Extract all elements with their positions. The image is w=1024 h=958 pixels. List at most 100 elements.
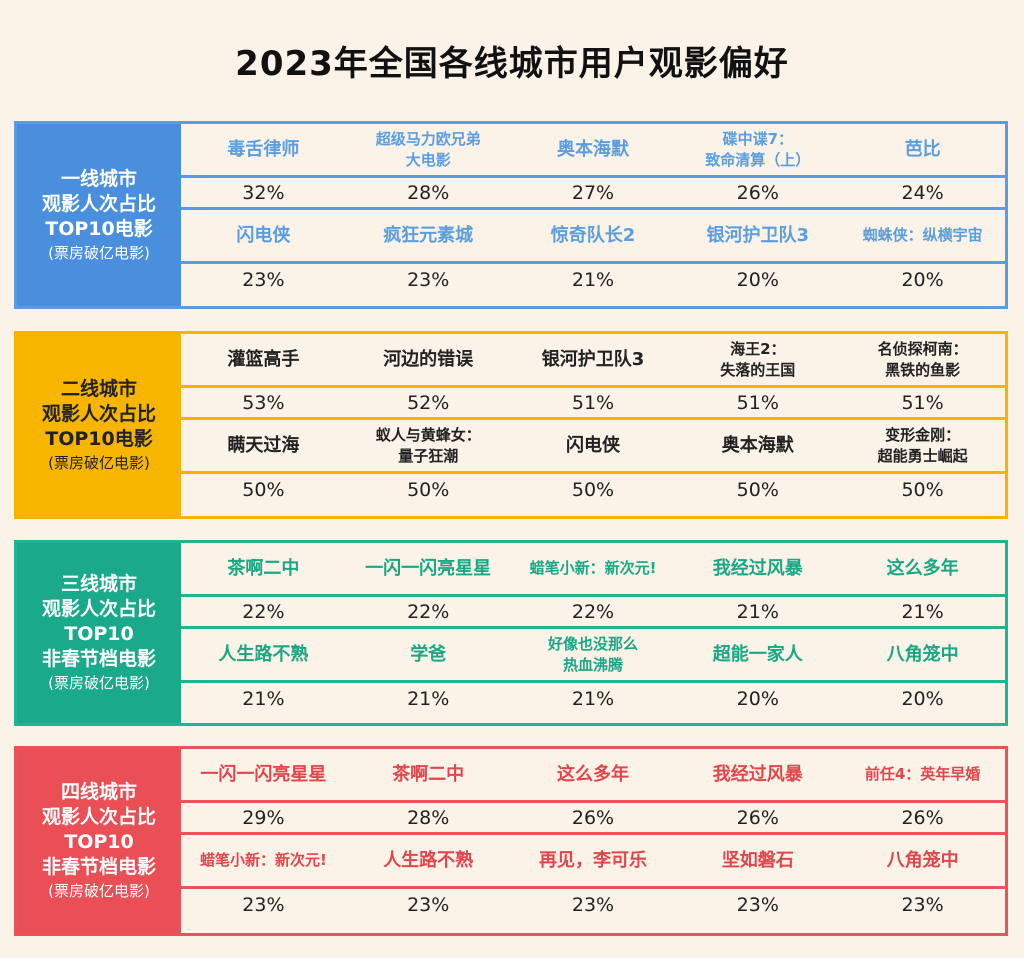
tier-label-line: 二线城市 xyxy=(60,377,137,400)
tier-4-block: 四线城市 观影人次占比 TOP10 非春节档电影 (票房破亿电影) 一闪一闪亮星… xyxy=(14,746,1008,936)
movie-title: 芭比 xyxy=(904,139,941,160)
movie-title: 灌篮高手 xyxy=(227,349,300,370)
movie-percent: 28% xyxy=(407,181,450,204)
movie-title: 银河护卫队3 xyxy=(706,225,810,246)
movie-title: 蜘蛛侠：纵横宇宙 xyxy=(862,226,983,244)
movie-percent: 51% xyxy=(901,391,944,414)
movie-row: 一闪一闪亮星星 茶啊二中 这么多年 我经过风暴 前任4：英年早婚 xyxy=(181,749,1005,800)
tier-label-line: 观影人次占比 xyxy=(41,402,156,425)
movie-title: 银河护卫队3 xyxy=(541,349,645,370)
movie-title: 人生路不熟 xyxy=(218,644,309,665)
movie-percent: 24% xyxy=(901,181,944,204)
movie-title: 这么多年 xyxy=(556,764,629,785)
movie-percent: 27% xyxy=(571,181,615,204)
tier-4-label: 四线城市 观影人次占比 TOP10 非春节档电影 (票房破亿电影) xyxy=(17,749,181,933)
movie-percent: 26% xyxy=(736,806,779,829)
movie-title: 一闪一闪亮星星 xyxy=(365,558,492,579)
movie-title: 奥本海默 xyxy=(721,435,794,456)
movie-row: 闪电侠 疯狂元素城 惊奇队长2 银河护卫队3 蜘蛛侠：纵横宇宙 xyxy=(181,210,1005,261)
movie-percent: 23% xyxy=(571,894,615,916)
tier-note: (票房破亿电影) xyxy=(48,453,150,472)
tier-label-line: 四线城市 xyxy=(60,781,137,803)
tier-note: (票房破亿电影) xyxy=(48,674,150,692)
movie-percent: 26% xyxy=(736,181,779,204)
movie-percent: 50% xyxy=(242,479,285,501)
tier-label-line: 非春节档电影 xyxy=(41,856,156,878)
movie-percent: 20% xyxy=(901,688,944,710)
tier-2-block: 二线城市 观影人次占比 TOP10电影 (票房破亿电影) 灌篮高手 河边的错误 … xyxy=(14,331,1008,519)
tier-3-label: 三线城市 观影人次占比 TOP10 非春节档电影 (票房破亿电影) xyxy=(17,543,181,723)
percent-row: 21% 21% 21% 20% 20% xyxy=(181,680,1005,715)
movie-title: 好像也没那么 热血沸腾 xyxy=(547,634,638,674)
tier-label-line: TOP10电影 xyxy=(45,427,153,450)
tier-4-grid: 一闪一闪亮星星 茶啊二中 这么多年 我经过风暴 前任4：英年早婚 29% 28%… xyxy=(181,749,1005,933)
movie-percent: 20% xyxy=(736,269,779,291)
movie-title: 坚如磐石 xyxy=(721,850,794,871)
movie-percent: 52% xyxy=(407,391,450,414)
movie-title: 毒舌律师 xyxy=(227,139,300,160)
movie-title: 茶啊二中 xyxy=(392,764,465,785)
tier-note: (票房破亿电影) xyxy=(48,243,150,262)
page-title: 2023年全国各线城市用户观影偏好 xyxy=(235,44,789,84)
movie-percent: 23% xyxy=(407,894,450,916)
movie-percent: 23% xyxy=(901,894,944,916)
tier-label-line: 观影人次占比 xyxy=(41,598,156,620)
movie-title: 闪电侠 xyxy=(236,225,291,246)
tier-label-line: 观影人次占比 xyxy=(41,806,156,828)
movie-title: 碟中谍7： 致命清算（上） xyxy=(705,129,811,169)
movie-percent: 53% xyxy=(242,391,285,414)
tier-label-line: 一线城市 xyxy=(60,167,137,190)
tier-3-block: 三线城市 观影人次占比 TOP10 非春节档电影 (票房破亿电影) 茶啊二中 一… xyxy=(14,540,1008,726)
tier-3-grid: 茶啊二中 一闪一闪亮星星 蜡笔小新：新次元! 我经过风暴 这么多年 22% 22… xyxy=(181,543,1005,723)
movie-title: 超级马力欧兄弟 大电影 xyxy=(375,129,481,169)
movie-row: 瞒天过海 蚁人与黄蜂女： 量子狂潮 闪电侠 奥本海默 变形金刚： 超能勇士崛起 xyxy=(181,420,1005,471)
tier-1-grid: 毒舌律师 超级马力欧兄弟 大电影 奥本海默 碟中谍7： 致命清算（上） 芭比 3… xyxy=(181,124,1005,306)
movie-title: 茶啊二中 xyxy=(227,558,300,579)
movie-percent: 20% xyxy=(901,269,944,291)
tier-label-line: TOP10 xyxy=(64,831,134,853)
movie-percent: 29% xyxy=(242,806,285,829)
movie-title: 再见，李可乐 xyxy=(538,850,647,871)
movie-percent: 50% xyxy=(901,479,944,501)
movie-percent: 26% xyxy=(571,806,615,829)
movie-title: 惊奇队长2 xyxy=(550,225,636,246)
movie-percent: 23% xyxy=(242,894,285,916)
tier-label-line: TOP10电影 xyxy=(45,217,153,240)
movie-row: 毒舌律师 超级马力欧兄弟 大电影 奥本海默 碟中谍7： 致命清算（上） 芭比 xyxy=(181,124,1005,175)
movie-title: 闪电侠 xyxy=(565,435,620,456)
movie-title: 蜡笔小新：新次元! xyxy=(199,851,327,869)
movie-title: 八角笼中 xyxy=(886,644,959,665)
tier-note: (票房破亿电影) xyxy=(48,882,150,900)
movie-title: 我经过风暴 xyxy=(712,764,803,785)
tier-2-grid: 灌篮高手 河边的错误 银河护卫队3 海王2： 失落的王国 名侦探柯南： 黑铁的鱼… xyxy=(181,334,1005,516)
movie-percent: 32% xyxy=(242,181,285,204)
movie-percent: 23% xyxy=(736,894,779,916)
movie-title: 海王2： 失落的王国 xyxy=(720,339,796,379)
movie-title: 学爸 xyxy=(410,644,447,665)
percent-row: 29% 28% 26% 26% 26% xyxy=(181,800,1005,835)
movie-title: 超能一家人 xyxy=(712,644,803,665)
movie-percent: 21% xyxy=(571,269,615,291)
movie-title: 疯狂元素城 xyxy=(383,225,474,246)
movie-row: 人生路不熟 学爸 好像也没那么 热血沸腾 超能一家人 八角笼中 xyxy=(181,629,1005,680)
tier-label-line: TOP10 xyxy=(64,623,134,645)
tier-label-line: 非春节档电影 xyxy=(41,648,156,670)
percent-row: 53% 52% 51% 51% 51% xyxy=(181,385,1005,420)
movie-percent: 21% xyxy=(571,688,615,710)
movie-percent: 50% xyxy=(407,479,450,501)
movie-percent: 23% xyxy=(242,269,285,291)
movie-row: 蜡笔小新：新次元! 人生路不熟 再见，李可乐 坚如磐石 八角笼中 xyxy=(181,835,1005,886)
movie-title: 前任4：英年早婚 xyxy=(864,765,981,783)
movie-row: 灌篮高手 河边的错误 银河护卫队3 海王2： 失落的王国 名侦探柯南： 黑铁的鱼… xyxy=(181,334,1005,385)
percent-row: 23% 23% 21% 20% 20% xyxy=(181,261,1005,296)
movie-title: 八角笼中 xyxy=(886,850,959,871)
movie-title: 河边的错误 xyxy=(383,349,474,370)
percent-row: 23% 23% 23% 23% 23% xyxy=(181,886,1005,921)
movie-title: 奥本海默 xyxy=(556,139,629,160)
percent-row: 50% 50% 50% 50% 50% xyxy=(181,471,1005,506)
movie-percent: 51% xyxy=(571,391,615,414)
movie-percent: 22% xyxy=(407,600,450,623)
tier-2-label: 二线城市 观影人次占比 TOP10电影 (票房破亿电影) xyxy=(17,334,181,516)
percent-row: 32% 28% 27% 26% 24% xyxy=(181,175,1005,210)
movie-percent: 50% xyxy=(571,479,615,501)
